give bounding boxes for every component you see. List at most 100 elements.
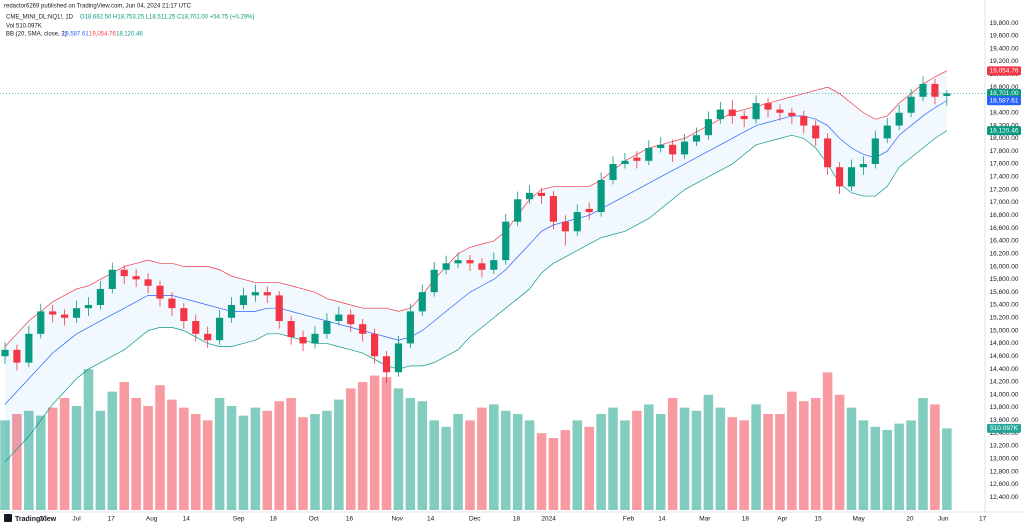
volume-bar [763, 414, 773, 510]
candle-body [835, 167, 844, 187]
candle-body [466, 260, 474, 264]
candle-body [37, 311, 45, 334]
candle-body [633, 157, 641, 161]
volume-tag [987, 423, 1021, 433]
y-tick-label: 14,200.00 [990, 379, 1019, 386]
candle-body [84, 304, 93, 309]
volume-bar [322, 410, 332, 510]
x-tick-label: Feb [623, 516, 635, 523]
volume-bar [799, 401, 809, 510]
candle-body [847, 167, 856, 187]
volume-bar [274, 401, 284, 510]
candle-body [895, 112, 903, 126]
indicator-value: 18,587.61 [62, 32, 89, 38]
volume-bar [36, 415, 46, 510]
candle-body [359, 324, 367, 334]
volume-bar [107, 391, 118, 510]
candle-body [728, 109, 736, 116]
band-lower [4, 130, 948, 463]
y-tick-label: 12,400.00 [990, 494, 1019, 501]
y-tick-label: 15,600.00 [990, 289, 1019, 296]
volume-bar [369, 375, 380, 510]
candle-body [883, 125, 891, 139]
y-tick-label: 19,600.00 [990, 33, 1019, 40]
volume-bar [751, 404, 761, 510]
candle-body [752, 103, 760, 120]
x-tick-label: 17 [979, 516, 987, 523]
candle-body [871, 138, 879, 165]
volume-legend: Vol 510.097K [6, 24, 42, 30]
volume-bar [119, 382, 129, 510]
candle-body [61, 314, 69, 318]
candle-body [478, 263, 486, 270]
candle-body [96, 288, 104, 305]
volume-bar [381, 377, 392, 510]
candle-body [907, 96, 915, 113]
x-tick-label: 20 [40, 516, 48, 523]
footer-brand: TradingView [15, 516, 57, 523]
volume-bar [620, 420, 630, 510]
y-tick-label: 14,400.00 [990, 366, 1019, 373]
volume-bar [632, 410, 642, 510]
y-tick-label: 13,200.00 [990, 443, 1019, 450]
volume-bar [167, 399, 177, 510]
volume-bar [596, 414, 606, 510]
volume-bar [846, 407, 857, 510]
y-tick-label: 14,000.00 [990, 391, 1019, 398]
candle-body [537, 192, 546, 197]
volume-bar [143, 406, 153, 510]
candle-body [120, 269, 128, 277]
candle-body [263, 292, 271, 296]
y-tick-label: 16,200.00 [990, 250, 1019, 257]
volume-bar [524, 420, 535, 510]
candle-body [490, 260, 498, 270]
volume-bar [834, 394, 845, 510]
volume-bar [441, 426, 451, 510]
y-tick-label: 13,000.00 [990, 455, 1019, 462]
candle-body [287, 320, 295, 338]
y-tick-label: 12,800.00 [990, 468, 1019, 475]
x-tick-label: 14 [427, 516, 435, 523]
candle-body [454, 260, 462, 264]
y-tick-label: 16,000.00 [990, 263, 1019, 270]
candle-body [204, 333, 212, 341]
volume-bar [250, 407, 261, 510]
candle-body [597, 180, 605, 213]
candle-body [573, 212, 581, 232]
candle-body [406, 311, 414, 344]
y-tick-label: 19,200.00 [990, 58, 1019, 65]
y-tick-label: 15,000.00 [990, 327, 1019, 334]
volume-bar [775, 414, 785, 510]
volume-bar [179, 407, 189, 510]
candle-body [526, 192, 534, 200]
y-tick-label: 17,200.00 [990, 186, 1019, 193]
x-tick-label: Dec [469, 516, 481, 523]
candle-body [812, 125, 820, 139]
candle-body [168, 298, 176, 309]
volume-bar [548, 438, 559, 510]
volume-bar [334, 399, 344, 510]
volume-bar [24, 410, 34, 510]
candle-body [144, 279, 152, 286]
x-tick-label: 17 [107, 516, 115, 523]
volume-bar [477, 407, 487, 510]
candle-body [382, 356, 391, 373]
volume-bar [417, 401, 428, 510]
candle-body [323, 320, 331, 334]
logo-icon [4, 514, 12, 522]
volume-bar [393, 388, 404, 510]
y-tick-label: 19,800.00 [990, 20, 1019, 27]
candle-body [239, 295, 248, 305]
volume-bar [489, 404, 499, 510]
x-tick-label: 18 [513, 516, 521, 523]
volume-bar [453, 414, 463, 510]
candle-body [704, 119, 712, 136]
x-tick-label: Mar [699, 516, 711, 523]
candle-body [764, 103, 772, 110]
candle-body [180, 308, 188, 321]
volume-bar [95, 410, 106, 510]
price-tag-label: 19,054.76 [990, 68, 1019, 75]
volume-bar [131, 398, 141, 510]
y-tick-label: 13,400.00 [990, 430, 1019, 437]
candle-body [132, 276, 140, 280]
